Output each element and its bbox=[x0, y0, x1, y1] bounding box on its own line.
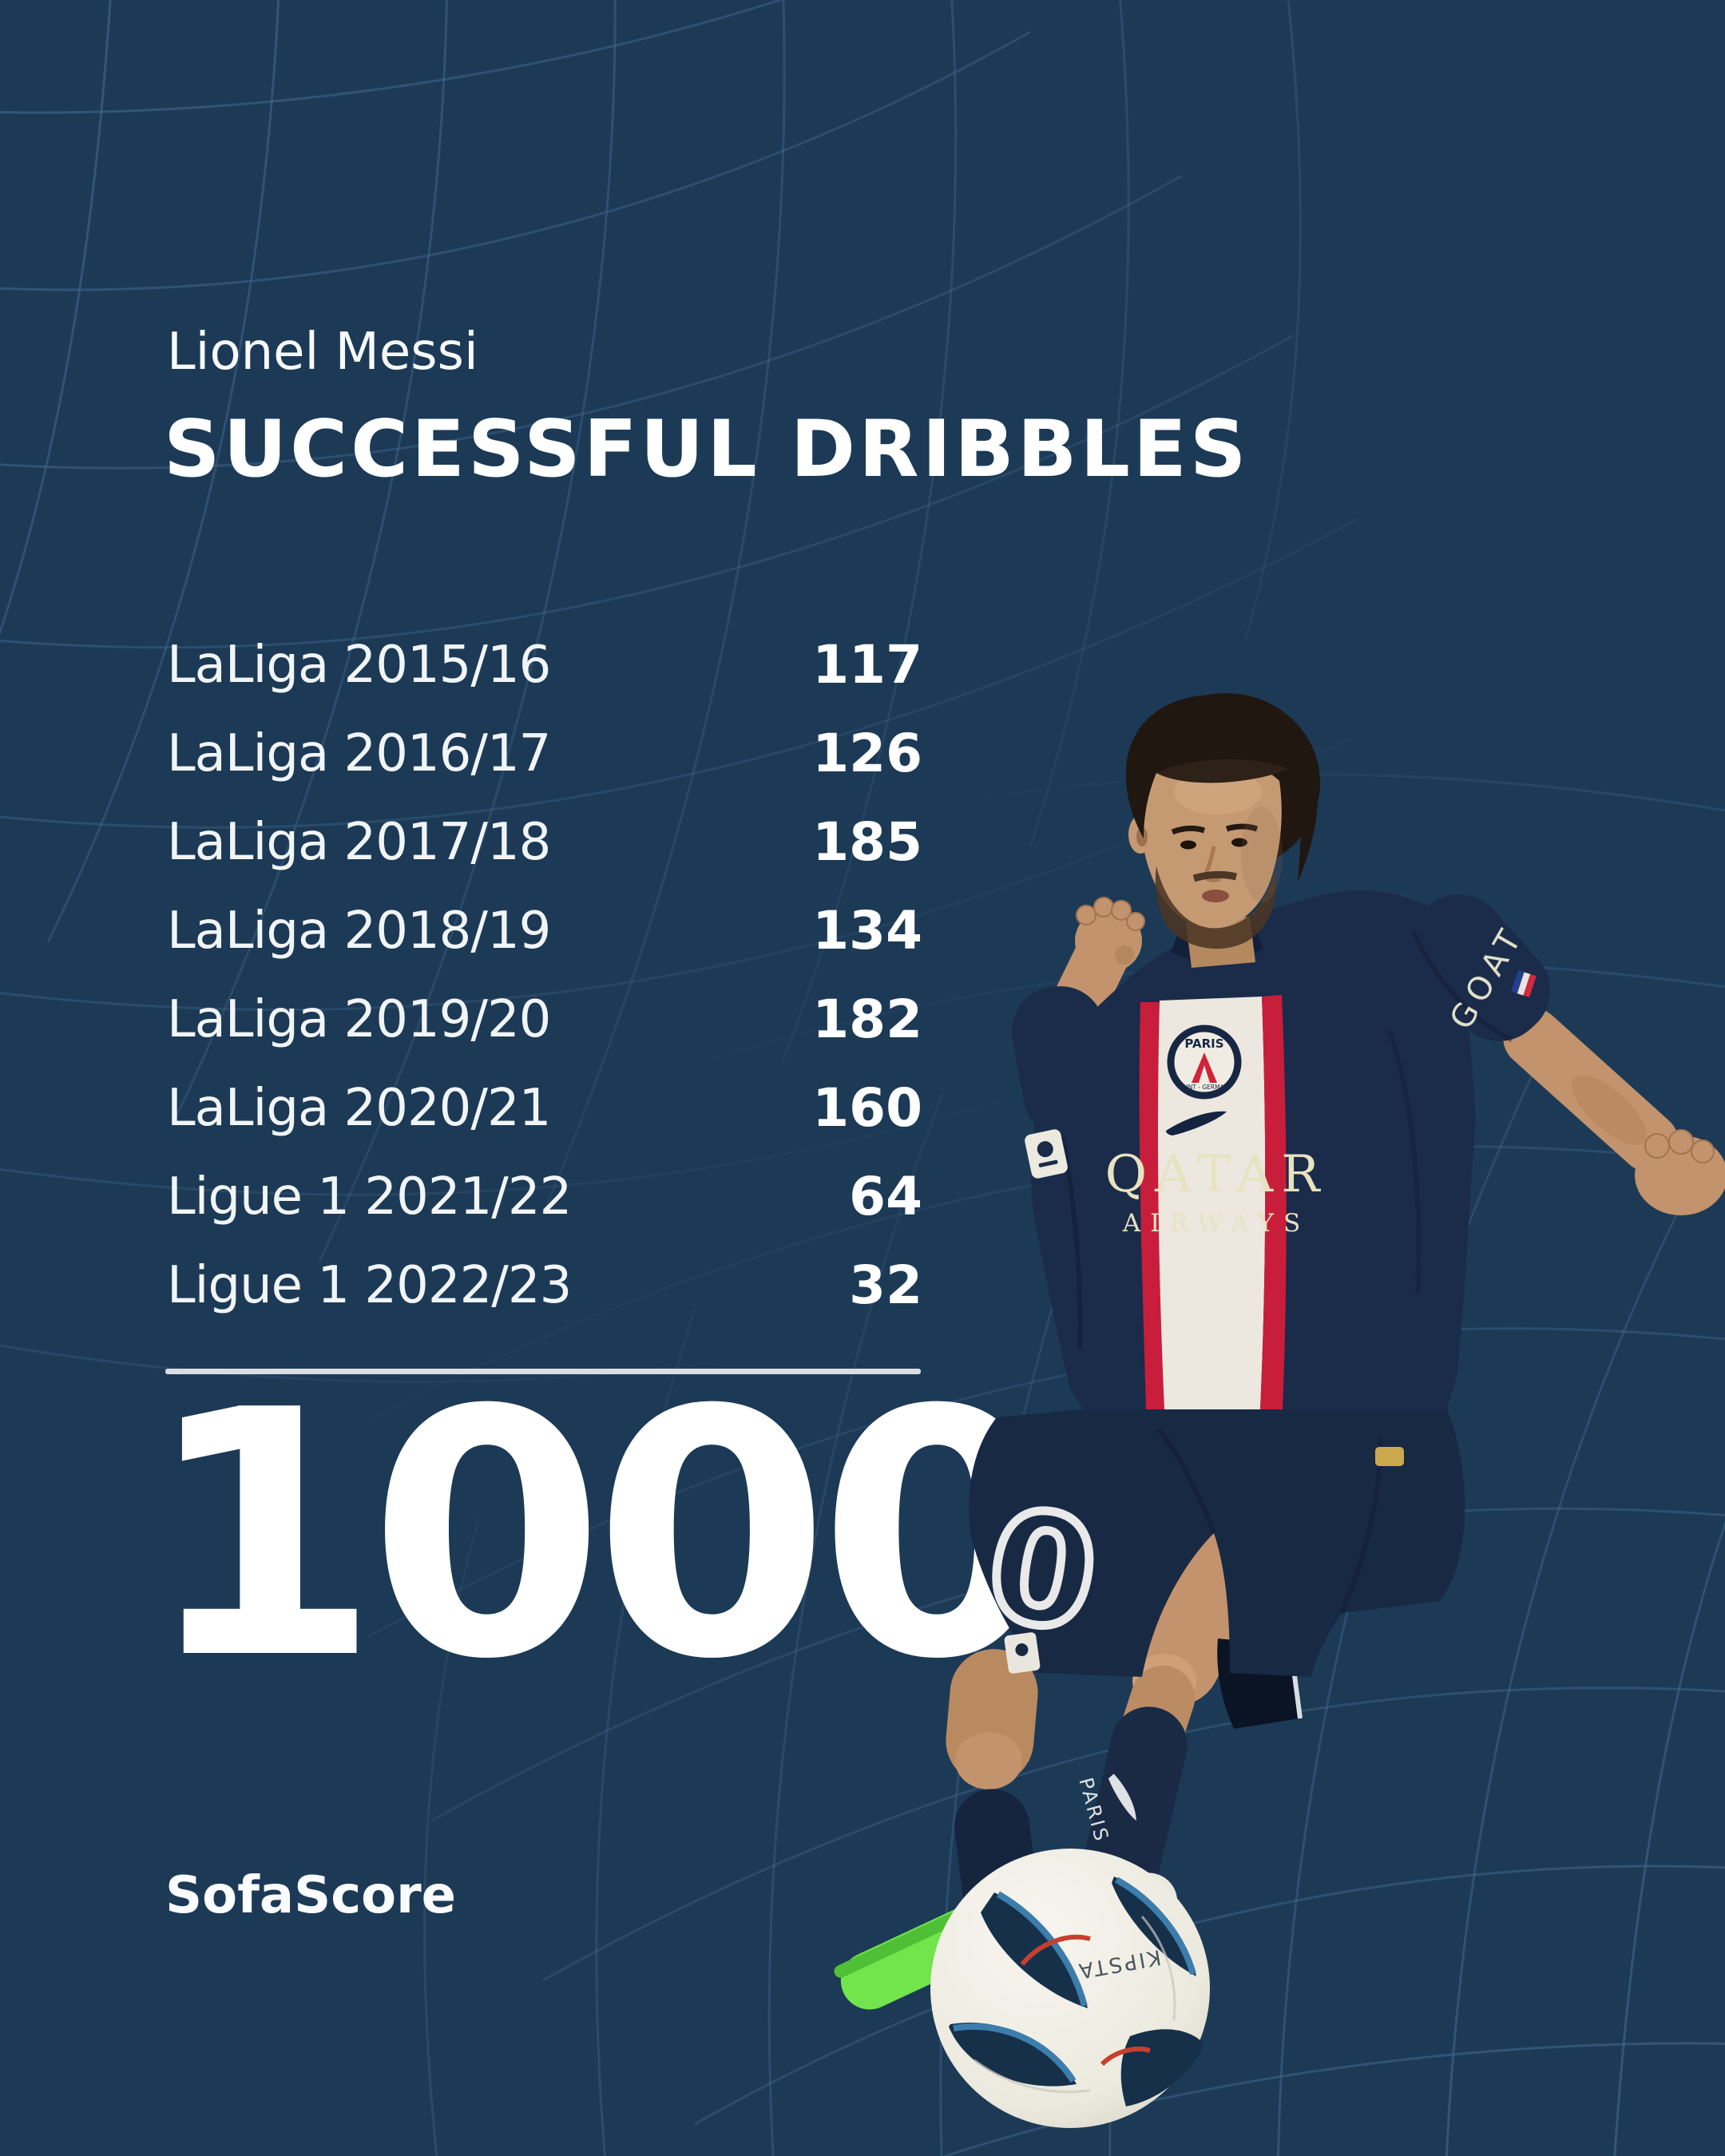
mesh-corner-group bbox=[0, 0, 1358, 1383]
stat-value: 126 bbox=[812, 723, 922, 784]
sofascore-wordmark: SofaScore bbox=[165, 1866, 457, 1925]
stat-label: LaLiga 2015/16 bbox=[167, 635, 551, 695]
stat-label: LaLiga 2017/18 bbox=[167, 812, 551, 872]
stat-value: 160 bbox=[812, 1077, 922, 1139]
stat-label: LaLiga 2019/20 bbox=[167, 989, 551, 1049]
hair bbox=[1125, 694, 1319, 882]
psg-crest: PARIS SAINT - GERMAIN bbox=[1167, 1024, 1242, 1100]
stat-label: LaLiga 2018/19 bbox=[167, 901, 551, 961]
stat-label: Ligue 1 2022/23 bbox=[167, 1255, 572, 1315]
jersey-red-stripe-right bbox=[1260, 995, 1287, 1409]
mouth bbox=[1202, 890, 1229, 902]
football: KIPSTA bbox=[930, 1849, 1210, 2128]
eye-left bbox=[1180, 840, 1196, 850]
stat-value: 117 bbox=[812, 634, 922, 696]
player-shorts: 0 bbox=[969, 1409, 1465, 1677]
stat-row: LaLiga 2015/16 117 bbox=[167, 620, 922, 709]
ligue1-sleeve-patch bbox=[1025, 1129, 1068, 1179]
jersey-sponsor-line1: QATAR bbox=[1105, 1145, 1328, 1204]
beard bbox=[1155, 866, 1276, 949]
stats-list: LaLiga 2015/16 117 LaLiga 2016/17 126 La… bbox=[167, 620, 922, 1330]
jersey-white-stripe bbox=[1158, 997, 1266, 1409]
stat-row: LaLiga 2017/18 185 bbox=[167, 798, 922, 886]
stat-label: Ligue 1 2021/22 bbox=[167, 1167, 572, 1227]
player-name: Lionel Messi bbox=[167, 323, 478, 382]
player-head bbox=[1125, 693, 1320, 968]
stat-label: LaLiga 2020/21 bbox=[167, 1078, 551, 1138]
nike-swoosh-icon bbox=[1166, 1111, 1227, 1135]
crest-subtitle-text: SAINT - GERMAIN bbox=[1178, 1084, 1230, 1091]
crest-city-text: PARIS bbox=[1184, 1036, 1223, 1051]
stat-value: 185 bbox=[812, 811, 922, 873]
stat-row: Ligue 1 2021/22 64 bbox=[167, 1152, 922, 1241]
player-left-sleeve bbox=[1012, 986, 1116, 1179]
total-value: 1000 bbox=[144, 1339, 1055, 1734]
stat-row: LaLiga 2019/20 182 bbox=[167, 975, 922, 1064]
french-flag-patch bbox=[1511, 969, 1537, 998]
jersey-sponsor-line2: AIRWAYS bbox=[1122, 1209, 1310, 1238]
player-right-arm bbox=[1503, 1008, 1725, 1215]
page-title: SUCCESSFUL DRIBBLES bbox=[164, 404, 1250, 495]
stat-row: Ligue 1 2022/23 32 bbox=[167, 1241, 922, 1330]
stat-value: 134 bbox=[812, 900, 922, 961]
eye-right bbox=[1231, 838, 1247, 847]
stat-value: 32 bbox=[849, 1254, 922, 1316]
stat-row: LaLiga 2016/17 126 bbox=[167, 709, 922, 798]
ligue1-shorts-patch bbox=[1004, 1632, 1041, 1674]
left-hand bbox=[1075, 897, 1145, 973]
stat-value: 64 bbox=[849, 1166, 922, 1227]
stat-value: 182 bbox=[812, 989, 922, 1050]
stat-row: LaLiga 2018/19 134 bbox=[167, 886, 922, 975]
player-photo-cutout: PARIS bbox=[834, 693, 1725, 2128]
stat-label: LaLiga 2016/17 bbox=[167, 723, 551, 783]
crest-eiffel bbox=[1192, 1052, 1217, 1083]
shorts-nike-tag bbox=[1375, 1447, 1404, 1466]
stat-row: LaLiga 2020/21 160 bbox=[167, 1064, 922, 1152]
total-divider bbox=[165, 1369, 921, 1374]
player-right-sleeve: GOAT bbox=[1407, 894, 1551, 1043]
